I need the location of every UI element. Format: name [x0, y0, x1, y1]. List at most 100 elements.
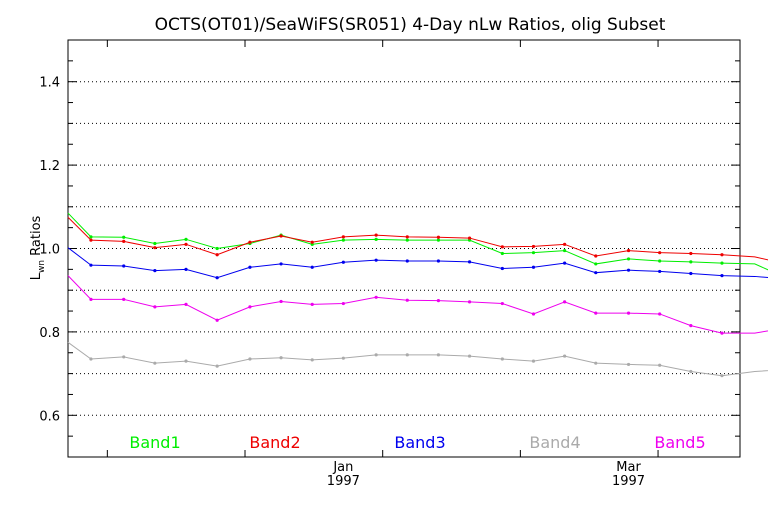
data-point [720, 331, 724, 335]
data-point [310, 358, 314, 362]
data-point [467, 354, 472, 358]
data-point [153, 305, 157, 309]
series-band1 [67, 212, 768, 271]
data-point [500, 266, 504, 271]
legend-entry-band1: Band1 [129, 433, 180, 452]
data-point [215, 364, 219, 368]
data-point [531, 244, 536, 249]
data-point [563, 261, 567, 265]
data-point [594, 361, 598, 365]
data-point [594, 311, 598, 315]
x-tick-label-month: Jan [332, 460, 353, 475]
y-axis-label-rest: Ratios [29, 215, 44, 260]
series-band5 [67, 275, 768, 335]
x-tick-label-year: 1997 [327, 474, 360, 489]
data-point [153, 269, 157, 273]
data-point [626, 248, 631, 253]
y-axis-label-sub: wn [37, 260, 47, 273]
data-point [153, 361, 157, 365]
data-point [122, 239, 126, 244]
data-point [563, 248, 567, 253]
legend-entry-band2: Band2 [249, 433, 300, 452]
data-point [594, 254, 598, 258]
data-point [184, 242, 188, 246]
data-point [720, 253, 724, 257]
data-point [153, 246, 157, 250]
data-point [720, 261, 724, 265]
data-point [626, 362, 631, 367]
y-tick-label: 1.2 [39, 159, 60, 174]
data-point [563, 242, 567, 246]
data-point [626, 268, 631, 272]
data-point [436, 235, 441, 239]
x-tick-label-month: Mar [616, 460, 641, 475]
data-point [563, 354, 567, 358]
y-tick-label: 1.0 [39, 243, 60, 258]
data-point [215, 276, 219, 280]
data-point [720, 274, 724, 278]
data-point [563, 300, 567, 304]
data-point [531, 265, 536, 269]
data-point [248, 265, 252, 269]
data-point [467, 300, 472, 304]
data-point [215, 318, 219, 322]
data-point [658, 363, 662, 367]
data-point [689, 251, 693, 256]
data-point [341, 260, 345, 264]
data-point [184, 237, 188, 241]
series-line-band4 [67, 341, 768, 377]
legend-entry-band3: Band3 [394, 433, 445, 452]
data-point [626, 311, 631, 315]
data-point [720, 374, 724, 378]
data-point [279, 262, 283, 266]
y-tick-label: 0.8 [39, 326, 60, 341]
data-point [279, 234, 283, 238]
data-point [658, 259, 662, 263]
data-point [500, 245, 504, 249]
data-point [436, 259, 441, 263]
data-point [436, 353, 441, 357]
y-axis-label-main: L [29, 272, 44, 280]
y-axis-label: Lwn Ratios [29, 215, 47, 280]
series-group [67, 212, 768, 378]
data-point [310, 302, 314, 306]
data-point [310, 240, 314, 244]
data-point [405, 235, 409, 239]
series-band3 [67, 247, 768, 280]
data-point [500, 251, 504, 256]
data-point [436, 238, 441, 242]
data-point [248, 357, 252, 361]
data-point [436, 299, 441, 303]
data-point [658, 312, 662, 316]
data-point [89, 263, 93, 267]
data-point [626, 257, 631, 261]
data-point [689, 260, 693, 264]
data-point [467, 236, 472, 240]
data-point [405, 298, 409, 302]
data-point [122, 235, 126, 239]
x-tick-label-year: 1997 [612, 474, 645, 489]
data-point [467, 260, 472, 264]
data-point [341, 235, 345, 239]
data-point [341, 356, 345, 360]
series-line-band2 [67, 216, 768, 261]
data-point [374, 237, 378, 241]
data-point [122, 355, 126, 359]
data-point [689, 271, 693, 276]
data-point [500, 357, 504, 361]
data-point [279, 299, 283, 304]
series-line-band5 [67, 275, 768, 334]
x-axis: Jan1997Mar1997May1997 [106, 40, 659, 489]
data-point [658, 251, 662, 255]
data-point [310, 265, 314, 269]
data-point [184, 267, 188, 271]
data-point [405, 238, 409, 242]
series-band2 [67, 216, 768, 261]
data-point [89, 235, 93, 239]
data-point [374, 353, 378, 357]
data-point [248, 240, 252, 244]
legend-entry-band4: Band4 [529, 433, 580, 452]
data-point [374, 295, 378, 299]
data-point [279, 356, 283, 360]
series-line-band1 [67, 212, 768, 271]
